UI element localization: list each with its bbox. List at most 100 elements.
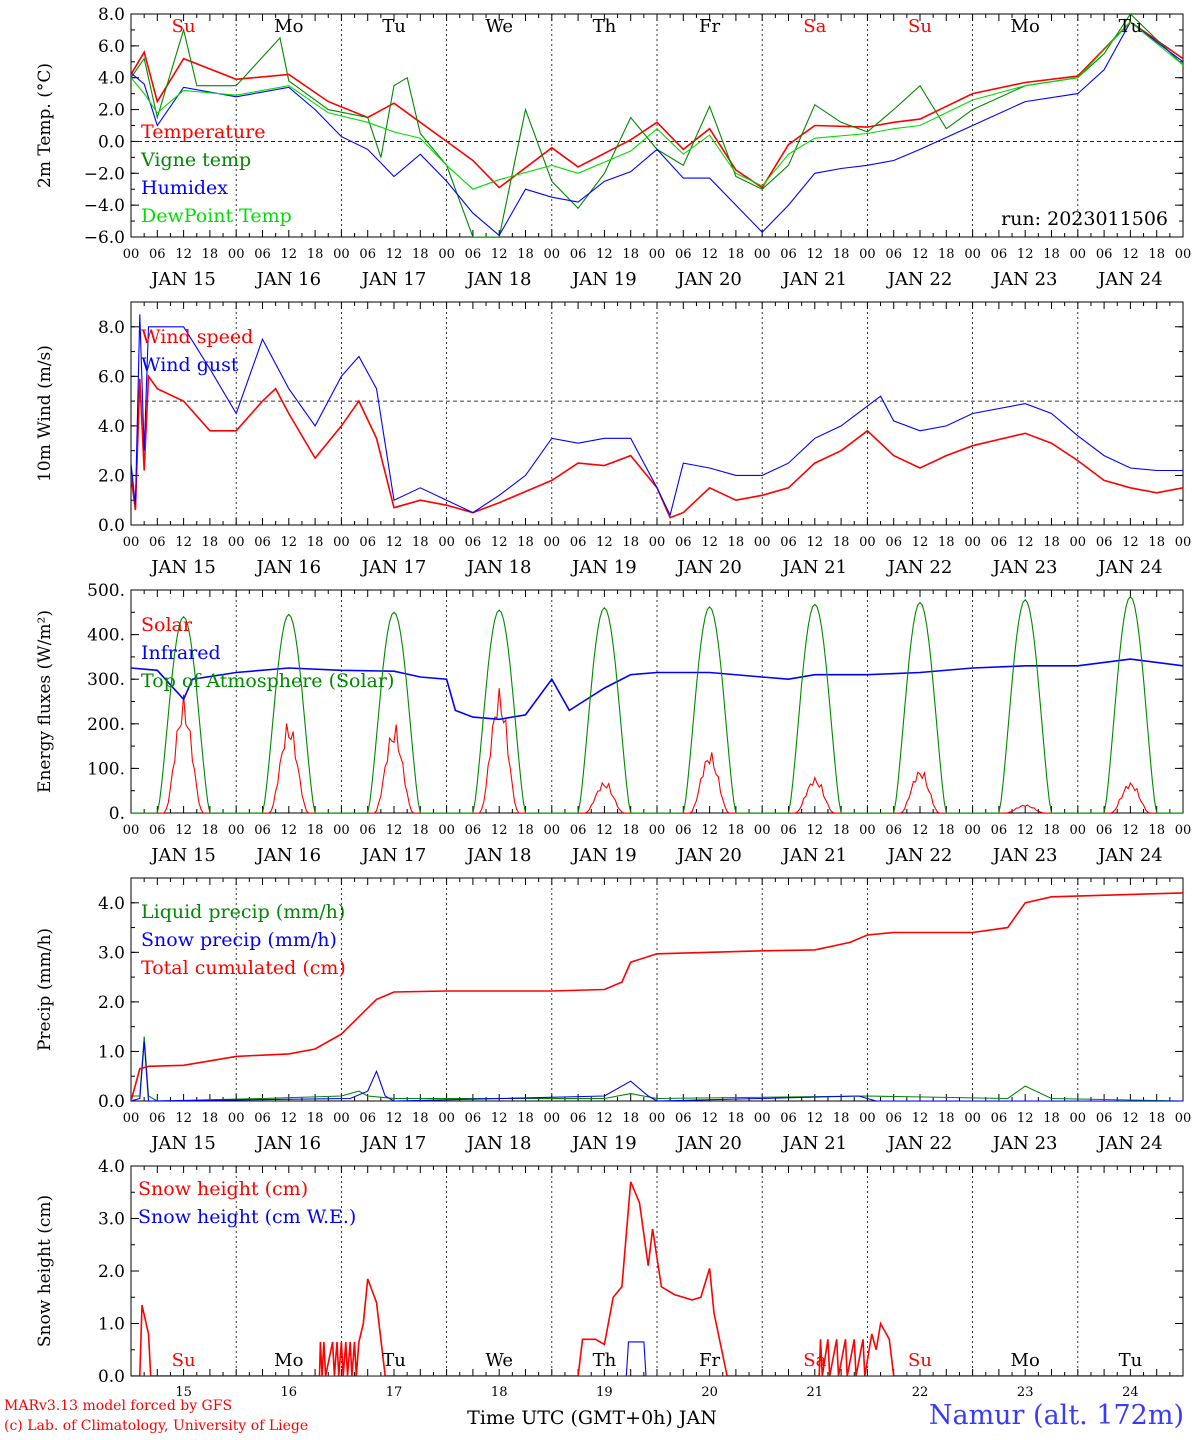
y-tick-label: 500. [87, 581, 125, 601]
x-hour-label: 00 [754, 823, 771, 838]
x-hour-label: 06 [570, 823, 587, 838]
x-hour-label: 00 [438, 247, 455, 262]
y-axis-title: Snow height (cm) [35, 1195, 55, 1347]
x-date-label: JAN 20 [675, 845, 742, 866]
x-day-number: 18 [491, 1385, 508, 1400]
x-hour-label: 18 [1148, 823, 1165, 838]
x-hour-label: 00 [1070, 823, 1087, 838]
series-line [131, 21, 1183, 190]
x-date-label: JAN 20 [675, 557, 742, 578]
x-date-label: JAN 19 [570, 845, 637, 866]
x-hour-label: 00 [1175, 1111, 1192, 1126]
x-hour-label: 12 [1017, 535, 1034, 550]
x-hour-label: 06 [675, 247, 692, 262]
series-line [131, 21, 1183, 237]
x-hour-label: 06 [1096, 1111, 1113, 1126]
x-hour-label: 06 [254, 823, 271, 838]
legend-entry: Top of Atmosphere (Solar) [141, 670, 394, 692]
x-hour-label: 00 [964, 823, 981, 838]
y-tick-label: 0.0 [98, 1367, 125, 1387]
x-hour-label: 12 [386, 1111, 403, 1126]
weekday-label-bottom: Tu [1119, 1350, 1143, 1371]
x-hour-label: 00 [438, 1111, 455, 1126]
x-hour-label: 12 [175, 535, 192, 550]
x-hour-label: 12 [386, 247, 403, 262]
legend-entry: Liquid precip (mm/h) [141, 901, 345, 923]
y-tick-label: 4.0 [98, 1157, 125, 1177]
x-hour-label: 18 [622, 247, 639, 262]
weekday-label-top: We [485, 16, 513, 37]
x-hour-label: 12 [807, 823, 824, 838]
series-line [131, 688, 1183, 813]
x-hour-label: 00 [333, 823, 350, 838]
x-hour-label: 00 [544, 247, 561, 262]
x-date-label: JAN 23 [991, 269, 1058, 290]
x-hour-label: 18 [1043, 247, 1060, 262]
series-line [131, 658, 1183, 721]
x-hour-label: 06 [675, 823, 692, 838]
x-hour-label: 00 [1175, 247, 1192, 262]
x-hour-label: 18 [833, 247, 850, 262]
y-tick-label: 2.0 [98, 993, 125, 1013]
x-hour-label: 12 [281, 247, 298, 262]
x-hour-label: 06 [991, 535, 1008, 550]
x-hour-label: 00 [859, 1111, 876, 1126]
x-date-label: JAN 24 [1096, 269, 1163, 290]
x-hour-label: 00 [228, 247, 245, 262]
panel-5 [130, 1165, 1184, 1377]
x-hour-label: 00 [544, 1111, 561, 1126]
series-line [131, 1041, 1183, 1101]
x-hour-label: 12 [491, 1111, 508, 1126]
y-tick-label: 8.0 [98, 318, 125, 338]
x-hour-label: 00 [228, 823, 245, 838]
x-date-label: JAN 18 [465, 557, 532, 578]
x-hour-label: 18 [202, 1111, 219, 1126]
x-hour-label: 12 [1122, 535, 1139, 550]
x-hour-label: 00 [754, 247, 771, 262]
x-hour-label: 18 [307, 247, 324, 262]
x-date-label: JAN 23 [991, 1133, 1058, 1154]
x-date-label: JAN 24 [1096, 1133, 1163, 1154]
y-axis-title: 10m Wind (m/s) [35, 345, 55, 482]
x-hour-label: 06 [885, 247, 902, 262]
x-day-number: 24 [1122, 1385, 1139, 1400]
x-date-label: JAN 15 [149, 845, 216, 866]
x-date-label: JAN 23 [991, 845, 1058, 866]
x-hour-label: 12 [701, 823, 718, 838]
x-hour-label: 06 [149, 1111, 166, 1126]
x-hour-label: 12 [1017, 823, 1034, 838]
x-hour-label: 06 [570, 1111, 587, 1126]
x-hour-label: 12 [701, 247, 718, 262]
x-hour-label: 18 [1043, 535, 1060, 550]
legend-entry: Total cumulated (cm) [141, 957, 346, 979]
weekday-label-top: Su [908, 16, 932, 37]
x-date-label: JAN 16 [255, 845, 322, 866]
x-hour-label: 18 [833, 1111, 850, 1126]
x-hour-label: 06 [359, 247, 376, 262]
x-hour-label: 18 [1148, 1111, 1165, 1126]
x-hour-label: 18 [938, 1111, 955, 1126]
x-hour-label: 12 [596, 823, 613, 838]
x-hour-label: 12 [701, 535, 718, 550]
weekday-label-top: Fr [699, 16, 720, 37]
legend-entry: Vigne temp [140, 149, 251, 171]
x-hour-label: 12 [807, 247, 824, 262]
x-date-label: JAN 22 [886, 1133, 953, 1154]
x-hour-label: 18 [517, 1111, 534, 1126]
x-day-number: 20 [701, 1385, 718, 1400]
x-hour-label: 00 [1175, 535, 1192, 550]
x-hour-label: 00 [1070, 1111, 1087, 1126]
x-hour-label: 12 [701, 1111, 718, 1126]
legend-entry: Snow precip (mm/h) [141, 929, 337, 951]
x-hour-label: 12 [912, 823, 929, 838]
x-date-label: JAN 19 [570, 1133, 637, 1154]
x-hour-label: 00 [228, 535, 245, 550]
x-hour-label: 18 [517, 535, 534, 550]
x-hour-label: 12 [175, 247, 192, 262]
x-hour-label: 18 [1148, 247, 1165, 262]
station-title: Namur (alt. 172m) [928, 1400, 1184, 1431]
x-hour-label: 00 [964, 247, 981, 262]
series-line [131, 314, 1183, 517]
x-hour-label: 06 [675, 1111, 692, 1126]
